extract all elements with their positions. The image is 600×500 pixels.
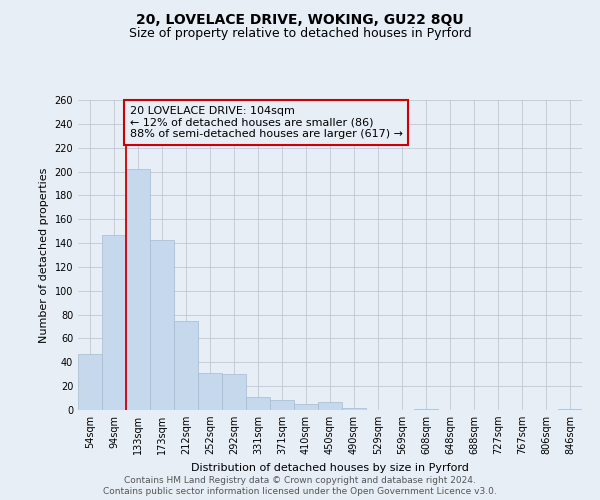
X-axis label: Distribution of detached houses by size in Pyrford: Distribution of detached houses by size …	[191, 462, 469, 472]
Text: 20 LOVELACE DRIVE: 104sqm
← 12% of detached houses are smaller (86)
88% of semi-: 20 LOVELACE DRIVE: 104sqm ← 12% of detac…	[130, 106, 403, 139]
Bar	[246, 397, 270, 410]
Text: Size of property relative to detached houses in Pyrford: Size of property relative to detached ho…	[128, 28, 472, 40]
Bar	[414, 409, 438, 410]
Bar	[150, 240, 174, 410]
Bar	[294, 404, 318, 410]
Text: Contains public sector information licensed under the Open Government Licence v3: Contains public sector information licen…	[103, 487, 497, 496]
Bar	[270, 400, 294, 410]
Text: 20, LOVELACE DRIVE, WOKING, GU22 8QU: 20, LOVELACE DRIVE, WOKING, GU22 8QU	[136, 12, 464, 26]
Text: Contains HM Land Registry data © Crown copyright and database right 2024.: Contains HM Land Registry data © Crown c…	[124, 476, 476, 485]
Bar	[78, 354, 102, 410]
Bar	[318, 402, 342, 410]
Bar	[342, 408, 366, 410]
Bar	[174, 320, 198, 410]
Bar	[126, 169, 150, 410]
Y-axis label: Number of detached properties: Number of detached properties	[39, 168, 49, 342]
Bar	[198, 373, 222, 410]
Bar	[558, 409, 582, 410]
Bar	[222, 374, 246, 410]
Bar	[102, 234, 126, 410]
